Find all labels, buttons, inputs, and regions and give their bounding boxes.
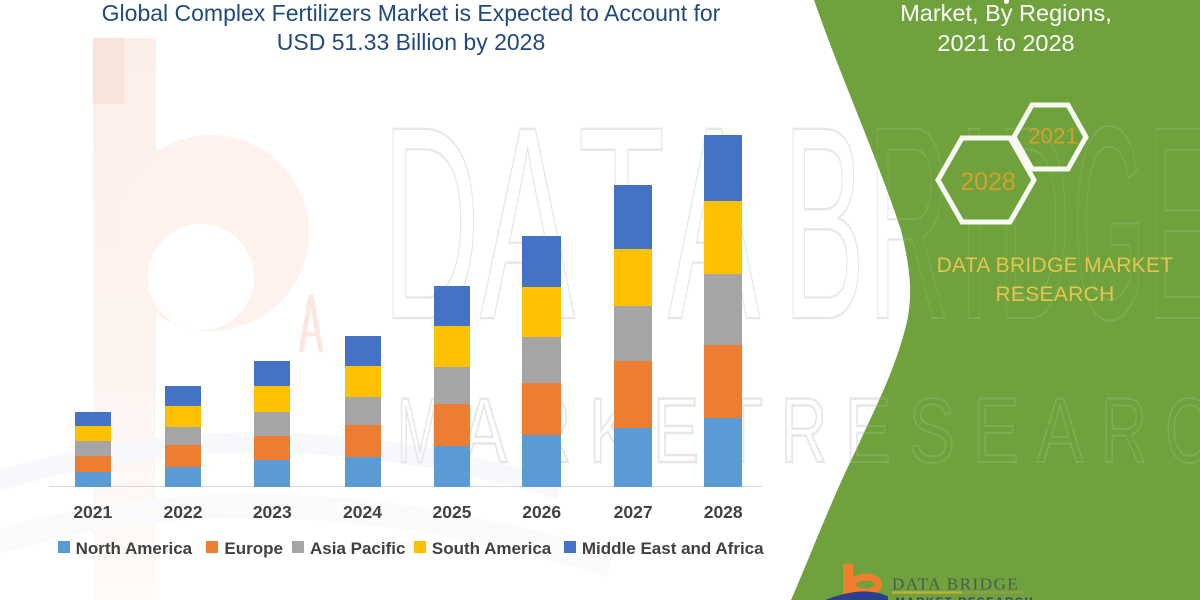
svg-text:A: A [1037, 380, 1083, 482]
svg-text:R: R [1101, 380, 1147, 482]
svg-text:E: E [653, 380, 699, 482]
svg-text:2021: 2021 [1028, 124, 1078, 149]
svg-text:S: S [909, 380, 955, 482]
svg-text:MARKET RESEARCH: MARKET RESEARCH [896, 596, 1035, 600]
svg-text:2028: 2028 [960, 168, 1016, 196]
svg-text:C: C [1165, 380, 1200, 482]
svg-text:B: B [783, 70, 865, 377]
svg-text:DATA BRIDGE: DATA BRIDGE [892, 575, 1019, 594]
svg-text:G: G [1073, 70, 1145, 377]
svg-text:E: E [1148, 70, 1200, 377]
svg-text:E: E [973, 380, 1019, 482]
svg-text:R: R [781, 380, 827, 482]
